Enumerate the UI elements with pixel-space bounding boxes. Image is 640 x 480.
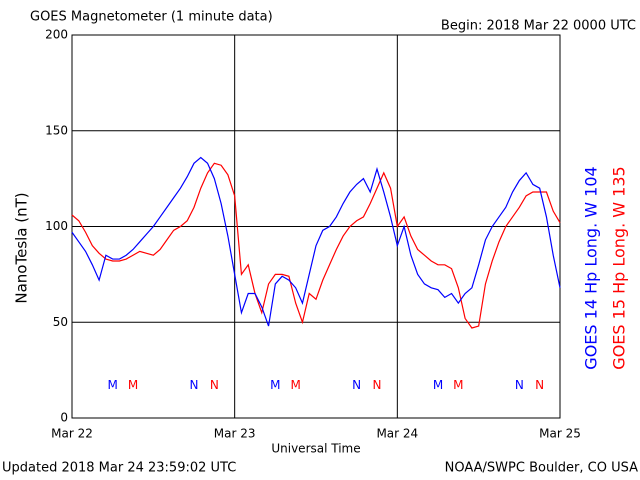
legend-entry: GOES 14 Hp Long. W 104 [582, 166, 601, 369]
annotation: M [128, 378, 138, 392]
y-axis-label: NanoTesla (nT) [13, 192, 31, 303]
data-line [71, 156, 561, 327]
x-axis-label: Universal Time [271, 442, 360, 456]
footer-right: NOAA/SWPC Boulder, CO USA [445, 461, 638, 476]
plot-frame [71, 34, 561, 419]
annotation: N [210, 378, 219, 392]
y-tick-label: 150 [45, 123, 68, 137]
y-tick-label: 50 [53, 315, 68, 329]
data-line [71, 162, 561, 329]
annotation: N [190, 378, 199, 392]
footer-left: Updated 2018 Mar 24 23:59:02 UTC [2, 461, 236, 476]
chart-subtitle: Begin: 2018 Mar 22 0000 UTC [441, 19, 636, 34]
legend-entry: GOES 15 Hp Long. W 135 [610, 166, 629, 369]
x-tick-label: Mar 23 [214, 427, 256, 441]
x-tick-label: Mar 25 [539, 427, 581, 441]
annotation: M [433, 378, 443, 392]
x-tick-label: Mar 24 [376, 427, 418, 441]
x-tick-label: Mar 22 [51, 427, 93, 441]
annotation: N [373, 378, 382, 392]
y-tick-label: 100 [45, 219, 68, 233]
y-tick-label: 0 [60, 411, 68, 425]
y-tick-label: 200 [45, 28, 68, 42]
annotation: M [107, 378, 117, 392]
annotation: M [290, 378, 300, 392]
annotation: N [535, 378, 544, 392]
annotation: N [352, 378, 361, 392]
annotation: M [270, 378, 280, 392]
annotation: N [515, 378, 524, 392]
chart-title: GOES Magnetometer (1 minute data) [30, 10, 273, 25]
annotation: M [453, 378, 463, 392]
